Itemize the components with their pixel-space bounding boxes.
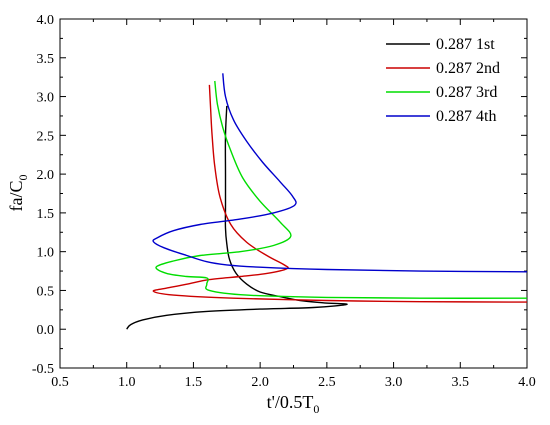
series-line-1 — [126, 105, 348, 330]
x-tick-label-1: 1.0 — [118, 375, 136, 390]
y-tick-label-1: 0.0 — [37, 323, 55, 338]
y-tick-label-5: 2.0 — [37, 168, 55, 183]
legend-label-2: 0.287 2nd — [436, 60, 500, 77]
x-tick-label-7: 4.0 — [518, 375, 536, 390]
y-tick-label-2: 0.5 — [37, 284, 55, 299]
x-axis-title-subscript: 0 — [313, 402, 319, 416]
y-axis-title-subscript: 0 — [16, 175, 30, 181]
y-tick-label-7: 3.0 — [37, 91, 55, 106]
y-tick-label-8: 3.5 — [37, 52, 55, 67]
legend-label-4: 0.287 4th — [436, 108, 496, 125]
y-tick-label-4: 1.5 — [37, 207, 55, 222]
y-tick-label-9: 4.0 — [37, 13, 55, 28]
legend-label-3: 0.287 3rd — [436, 84, 497, 101]
x-tick-label-6: 3.5 — [452, 375, 470, 390]
series-line-4 — [152, 73, 528, 273]
x-tick-label-2: 1.5 — [185, 375, 203, 390]
y-tick-label-0: -0.5 — [32, 362, 54, 377]
x-axis-title: t'/0.5T0 — [267, 392, 320, 416]
series-lines — [126, 73, 528, 330]
y-axis-title: fa/C0 — [6, 175, 30, 212]
legend-label-1: 0.287 1st — [436, 36, 495, 53]
x-tick-label-3: 2.0 — [251, 375, 269, 390]
legend: 0.287 1st 0.287 2nd 0.287 3rd 0.287 4th — [386, 36, 500, 125]
y-tick-label-6: 2.5 — [37, 129, 55, 144]
x-tick-label-0: 0.5 — [51, 375, 69, 390]
tick-labels: 0.5 1.0 1.5 2.0 2.5 3.0 3.5 4.0 -0.5 0.0 0.5 1.0 1.5… — [32, 13, 536, 390]
series-line-3 — [155, 80, 528, 299]
x-tick-label-5: 3.0 — [385, 375, 403, 390]
ticks — [59, 18, 528, 369]
x-tick-label-4: 2.5 — [318, 375, 336, 390]
series-line-2 — [152, 84, 528, 303]
y-tick-label-3: 1.0 — [37, 246, 55, 261]
